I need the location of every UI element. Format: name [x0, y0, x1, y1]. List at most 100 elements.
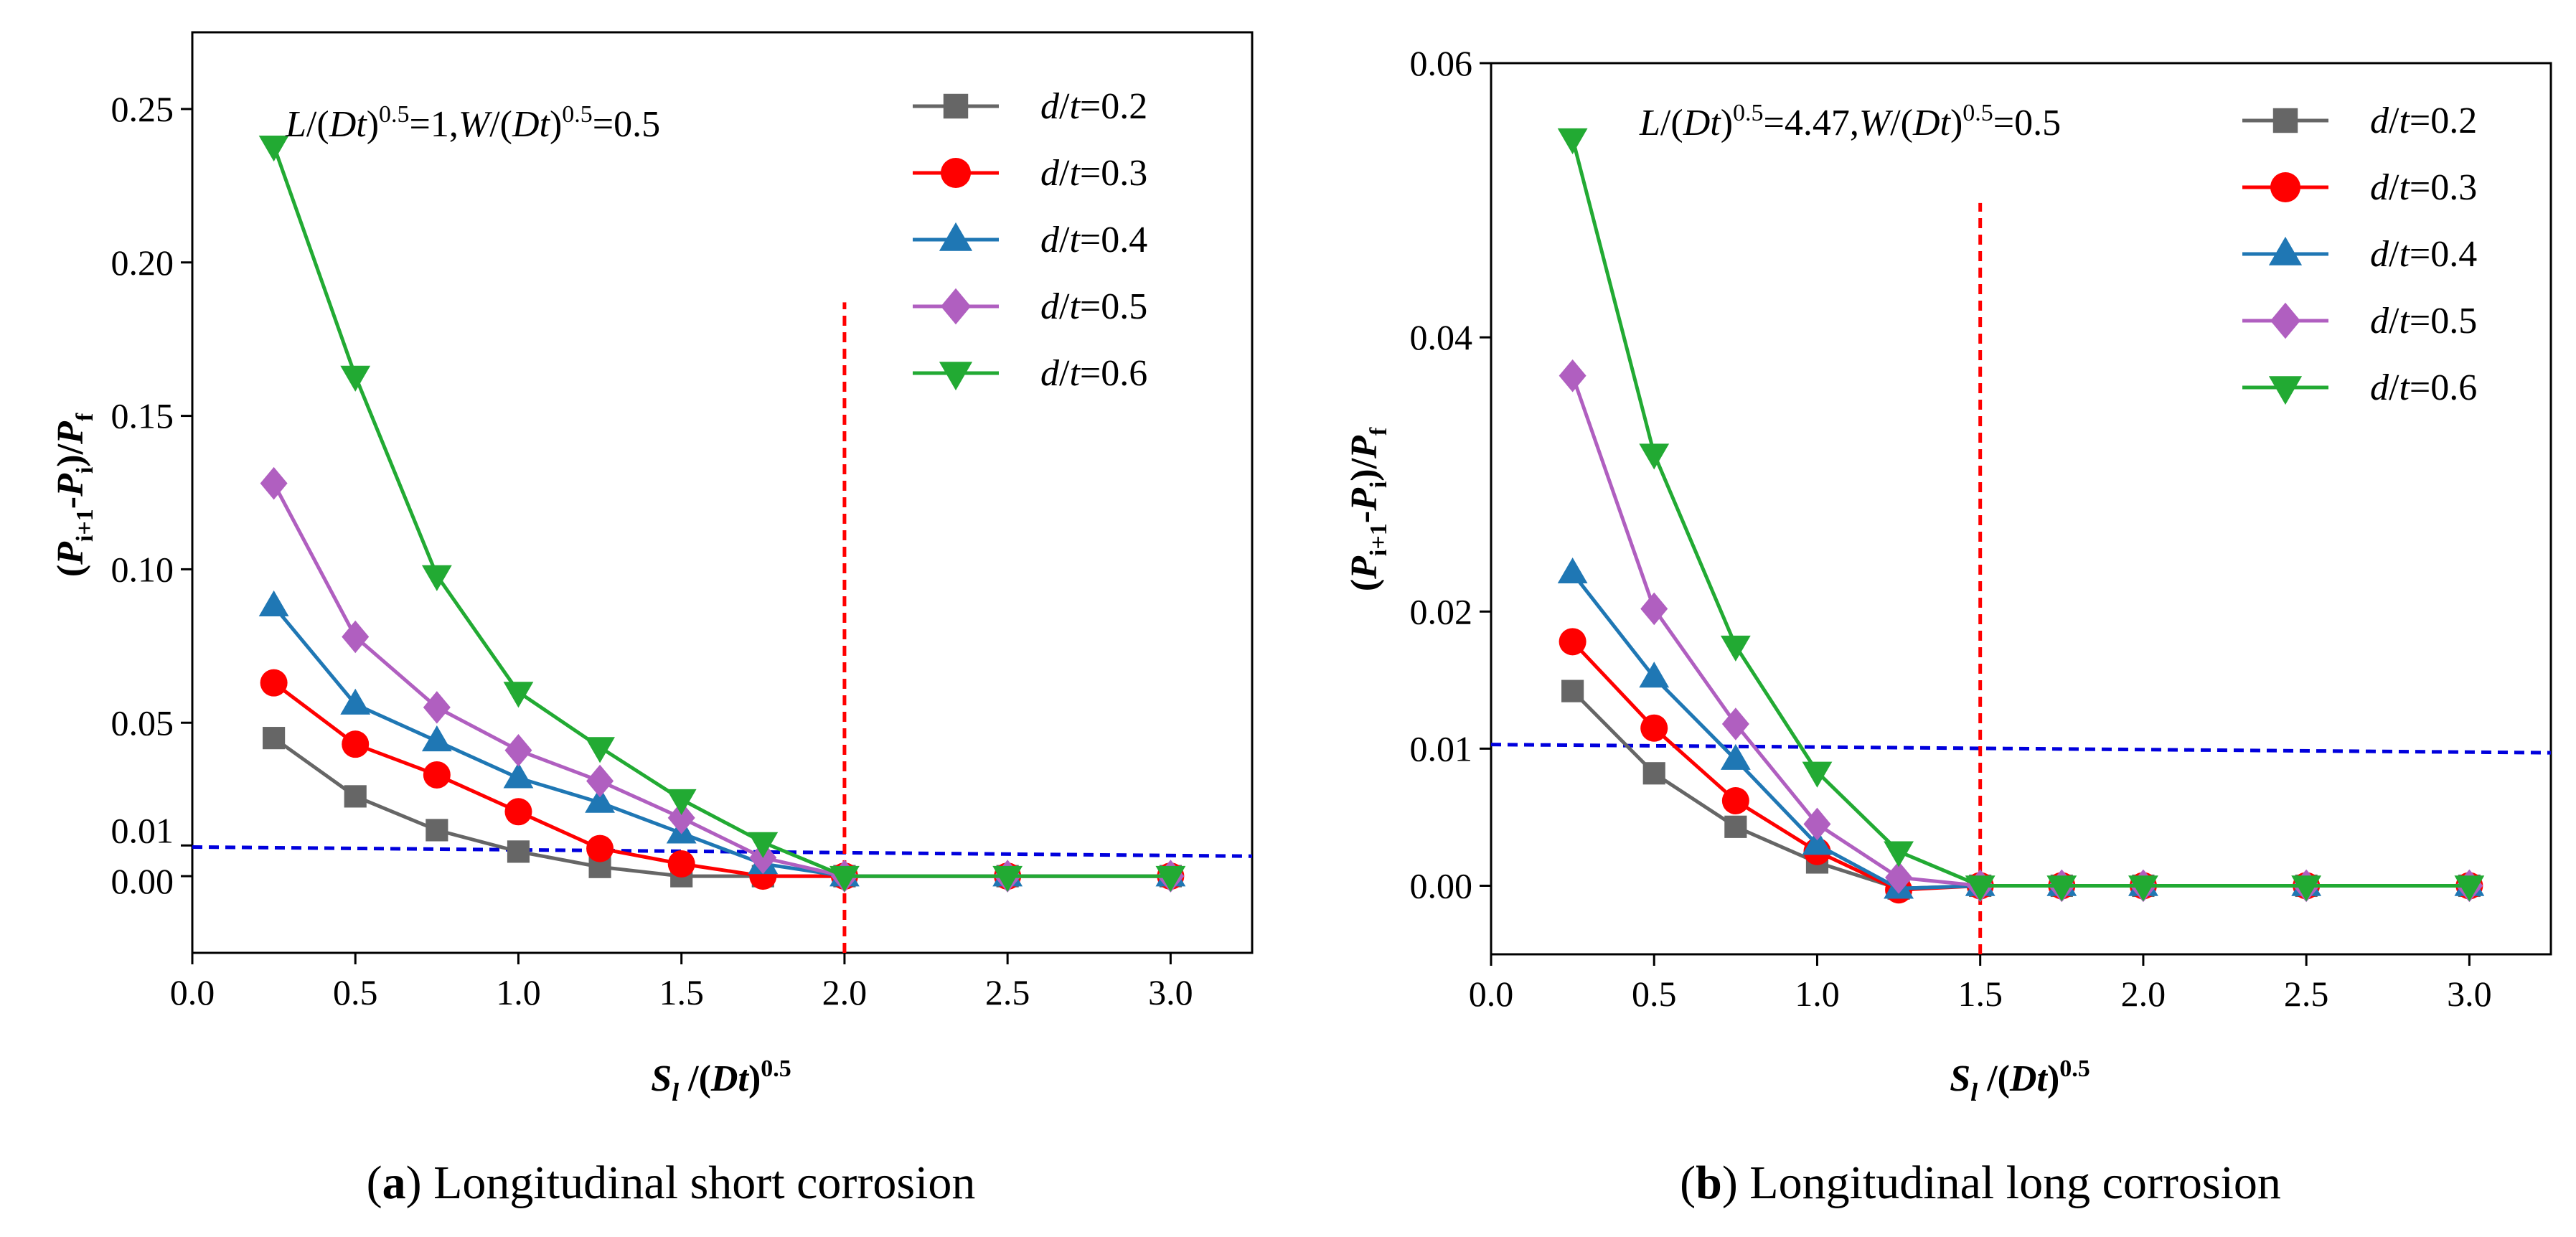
chart-b-x-tick-label: 2.5 [2284, 974, 2329, 1014]
chart-b-data-point [1803, 807, 1831, 841]
chart-a-data-point [585, 737, 615, 763]
chart-a-legend-label: d/t=0.5 [1040, 286, 1147, 327]
chart-a-y-tick-label: 0.25 [111, 89, 174, 129]
chart-a-data-point [507, 840, 530, 863]
chart-b-data-point [1557, 128, 1588, 154]
chart-a-axes: 0.0 0.5 1.0 1.5 2.0 2.5 3.0 0.00 0.01 0.05 0.10 0.1… [111, 89, 1193, 1012]
chart-b-series-5 [1557, 128, 2485, 902]
chart-b-data-point [1721, 707, 1749, 740]
chart-b-legend-label: d/t=0.2 [2370, 100, 2477, 141]
chart-a-y-tick-label: 0.00 [111, 861, 174, 901]
chart-a-y-tick-label: 0.10 [111, 549, 174, 589]
chart-b-data-point [1802, 829, 1833, 855]
chart-a-data-point [504, 798, 532, 826]
chart-b-legend-marker [2268, 236, 2303, 265]
chart-b-x-tick-label: 0.0 [1469, 974, 1514, 1014]
chart-a-data-point [340, 688, 371, 715]
chart-b-y-axis-label: (Pi+1-Pi)/Pf [1344, 427, 1392, 591]
chart-b-legend-item: d/t=0.5 [2242, 301, 2477, 342]
chart-a-legend-label: d/t=0.3 [1040, 153, 1147, 194]
chart-a-legend-item: d/t=0.4 [913, 220, 1147, 260]
chart-b-data-point [1885, 861, 1913, 894]
chart-a-y-axis-label: (Pi+1-Pi)/Pf [50, 413, 98, 577]
chart-a-legend-item: d/t=0.3 [913, 153, 1147, 194]
chart-a-x-tick-label: 3.0 [1148, 972, 1193, 1012]
chart-b-plot-frame [1490, 62, 2552, 956]
chart-b-legend-marker [2272, 108, 2298, 133]
chart-a-series [258, 135, 1186, 893]
chart-b-annotation: L/(Dt)0.5=4.47,W/(Dt)0.5=0.5 [1639, 100, 2061, 144]
chart-a-data-point [258, 135, 289, 162]
chart-a-y-tick-label: 0.01 [111, 810, 174, 850]
chart-b-reference-lines [1490, 202, 2552, 954]
chart-a-data-point [586, 834, 614, 862]
chart-a-legend-item: d/t=0.2 [913, 86, 1147, 127]
chart-a-data-point [667, 801, 695, 834]
chart-b-data-point [1561, 679, 1584, 702]
chart-a-x-tick-label: 2.5 [985, 972, 1030, 1012]
chart-a-x-tick-label: 0.5 [333, 972, 378, 1012]
chart-a-legend-marker [939, 362, 973, 391]
chart-b-y-tick-label: 0.00 [1410, 865, 1473, 906]
chart-b-horizontal-threshold-line [1490, 743, 2552, 755]
chart-a-legend-label: d/t=0.4 [1040, 220, 1147, 260]
chart-a-series-4 [260, 466, 1185, 893]
chart-a-data-point [829, 865, 860, 892]
chart-a-data-point [503, 682, 534, 708]
chart-a-x-tick-label: 1.5 [659, 972, 704, 1012]
chart-a-legend-marker [941, 158, 971, 188]
chart-b-legend-label: d/t=0.5 [2370, 301, 2477, 342]
chart-a-legend-marker [941, 288, 971, 325]
chart-a-legend-item: d/t=0.5 [913, 286, 1147, 327]
chart-a-series-line [272, 145, 1171, 878]
chart-a-series-1 [263, 727, 1182, 888]
chart-a-data-point [586, 764, 614, 798]
chart-b-legend-label: d/t=0.3 [2370, 167, 2477, 208]
chart-a-caption: (a) Longitudinal short corrosion [367, 1157, 976, 1209]
chart-a-reference-lines [192, 302, 1253, 953]
chart-a-y-tick-label: 0.20 [111, 243, 174, 283]
chart-b-caption: (b) Longitudinal long corrosion [1680, 1157, 2281, 1209]
chart-a-data-point [260, 669, 288, 697]
chart-a-data-point [421, 725, 452, 752]
chart-a-x-tick-label: 2.0 [822, 972, 868, 1012]
chart-b-series-line [1571, 640, 2470, 892]
chart-a-horizontal-threshold-line [192, 845, 1253, 858]
chart-a-data-point [992, 865, 1023, 892]
chart-b-data-point [2128, 875, 2158, 902]
chart-b-data-point [1802, 761, 1833, 788]
chart-b-series [1557, 128, 2485, 904]
chart-a-plot-frame [191, 31, 1254, 954]
chart-b-data-point [2454, 875, 2485, 902]
chart-a-series-5 [258, 135, 1186, 892]
chart-a-data-point [342, 620, 370, 654]
chart-a-data-point [748, 832, 779, 858]
chart-b-series-line [1571, 690, 2470, 890]
chart-b-legend-label: d/t=0.6 [2370, 367, 2477, 408]
chart-b-data-point [1559, 628, 1587, 656]
chart-a-data-point [260, 466, 288, 500]
chart-b-series-1 [1561, 679, 2481, 900]
chart-b-legend-marker [2270, 172, 2300, 202]
chart-a-x-axis-label: Sl /(Dt)0.5 [651, 1055, 791, 1106]
chart-a-data-point [340, 365, 371, 392]
chart-b-legend: d/t=0.2 d/t=0.3 d/t=0.4 d/t=0.5 d/t=0.6 [2242, 100, 2477, 408]
chart-a-data-point [666, 789, 697, 816]
chart-a-series-3 [258, 590, 1186, 887]
chart-b-y-tick-label: 0.06 [1410, 43, 1473, 83]
chart-b-x-axis-label: Sl /(Dt)0.5 [1950, 1055, 2090, 1106]
chart-a-data-point [503, 762, 534, 789]
chart-b-data-point [1721, 786, 1749, 814]
chart-a-data-point [421, 565, 452, 591]
chart-a-data-point [426, 819, 448, 842]
chart-b-legend-item: d/t=0.6 [2242, 367, 2477, 408]
chart-a-data-point [342, 730, 370, 758]
chart-a-legend-label: d/t=0.6 [1040, 353, 1147, 394]
chart-a-legend-marker [943, 93, 969, 119]
chart-b-series-4 [1559, 359, 2483, 903]
chart-a: 0.0 0.5 1.0 1.5 2.0 2.5 3.0 0.00 0.01 0.05 0.10 0.1… [50, 31, 1254, 1209]
chart-b-data-point [1640, 592, 1668, 626]
chart-b-legend-item: d/t=0.4 [2242, 234, 2477, 275]
chart-a-data-point [667, 850, 695, 878]
